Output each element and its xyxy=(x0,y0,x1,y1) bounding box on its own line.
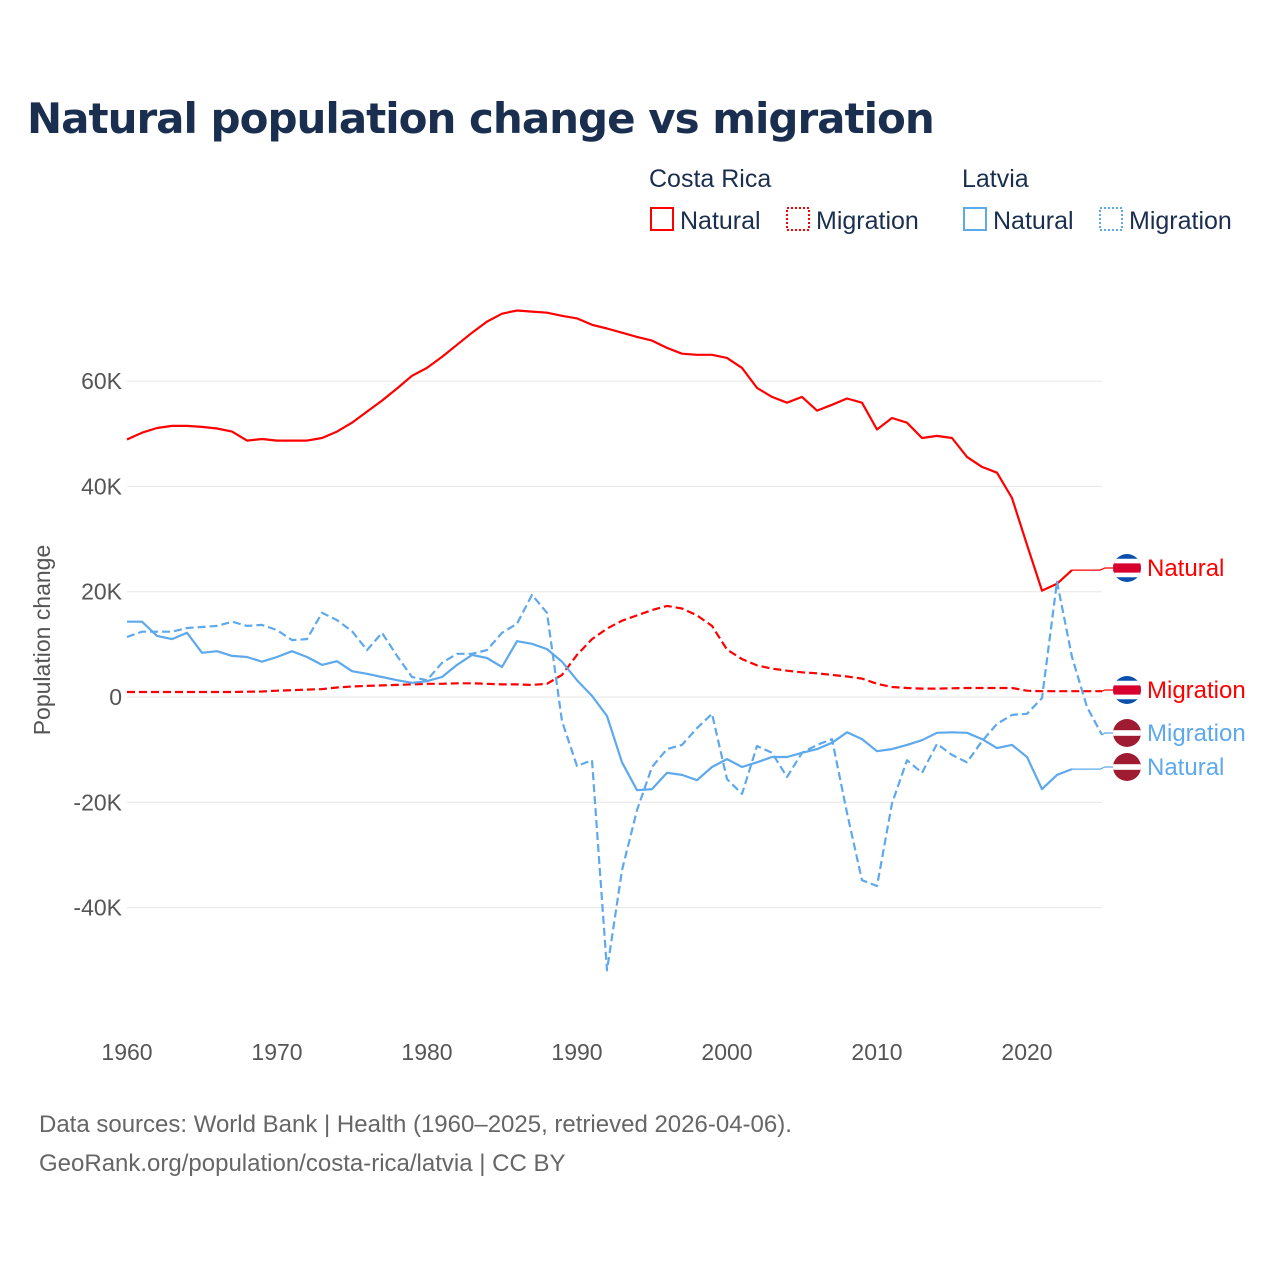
end-label-connector xyxy=(1072,567,1114,571)
legend-swatch-cr-migration xyxy=(786,207,810,231)
x-tick-label: 2020 xyxy=(1001,1039,1052,1065)
costa-rica-flag-icon xyxy=(1113,554,1141,582)
x-tick-label: 1960 xyxy=(101,1039,152,1065)
y-tick-label: 0 xyxy=(109,684,122,710)
end-label: Natural xyxy=(1147,754,1224,781)
end-label: Migration xyxy=(1147,720,1246,747)
legend-group-costa-rica: Costa Rica xyxy=(649,165,771,193)
y-tick-label: 60K xyxy=(81,368,123,394)
y-tick-label: 20K xyxy=(81,579,123,605)
end-label-connector xyxy=(1101,732,1114,736)
series-latvia-migration xyxy=(126,580,1103,972)
legend-item-cr-natural[interactable]: Natural xyxy=(680,207,761,235)
source-line-1: Data sources: World Bank | Health (1960–… xyxy=(39,1111,792,1138)
end-label-connector xyxy=(1101,689,1114,692)
source-line-2[interactable]: GeoRank.org/population/costa-rica/latvia… xyxy=(39,1150,566,1177)
series-costa-rica-migration xyxy=(127,604,1102,694)
series-costa-rica-natural xyxy=(126,309,1073,592)
legend-item-cr-migration[interactable]: Migration xyxy=(816,207,919,235)
series-latvia-natural xyxy=(127,620,1073,792)
x-tick-label: 1980 xyxy=(401,1039,452,1065)
legend-swatch-lv-natural xyxy=(963,207,987,231)
end-label: Migration xyxy=(1147,677,1246,704)
legend-item-lv-natural[interactable]: Natural xyxy=(993,207,1074,235)
chart-title: Natural population change vs migration xyxy=(27,94,934,143)
end-label: Natural xyxy=(1147,555,1224,582)
x-tick-label: 1990 xyxy=(551,1039,602,1065)
y-tick-label: -40K xyxy=(73,895,122,921)
legend-swatch-lv-migration xyxy=(1099,207,1123,231)
x-tick-label: 2000 xyxy=(701,1039,752,1065)
y-axis-label: Population change xyxy=(29,545,55,736)
y-tick-label: 40K xyxy=(81,473,123,499)
latvia-flag-icon xyxy=(1113,719,1141,747)
legend-item-lv-migration[interactable]: Migration xyxy=(1129,207,1232,235)
latvia-flag-icon xyxy=(1113,753,1141,781)
legend-swatch-cr-natural xyxy=(650,207,674,231)
end-label-connector xyxy=(1072,766,1114,770)
legend-group-latvia: Latvia xyxy=(962,165,1029,193)
costa-rica-flag-icon xyxy=(1113,676,1141,704)
legend: Costa Rica Latvia Natural Migration Natu… xyxy=(649,165,1232,235)
x-tick-label: 2010 xyxy=(851,1039,902,1065)
y-tick-label: -20K xyxy=(73,789,122,815)
x-tick-label: 1970 xyxy=(251,1039,302,1065)
